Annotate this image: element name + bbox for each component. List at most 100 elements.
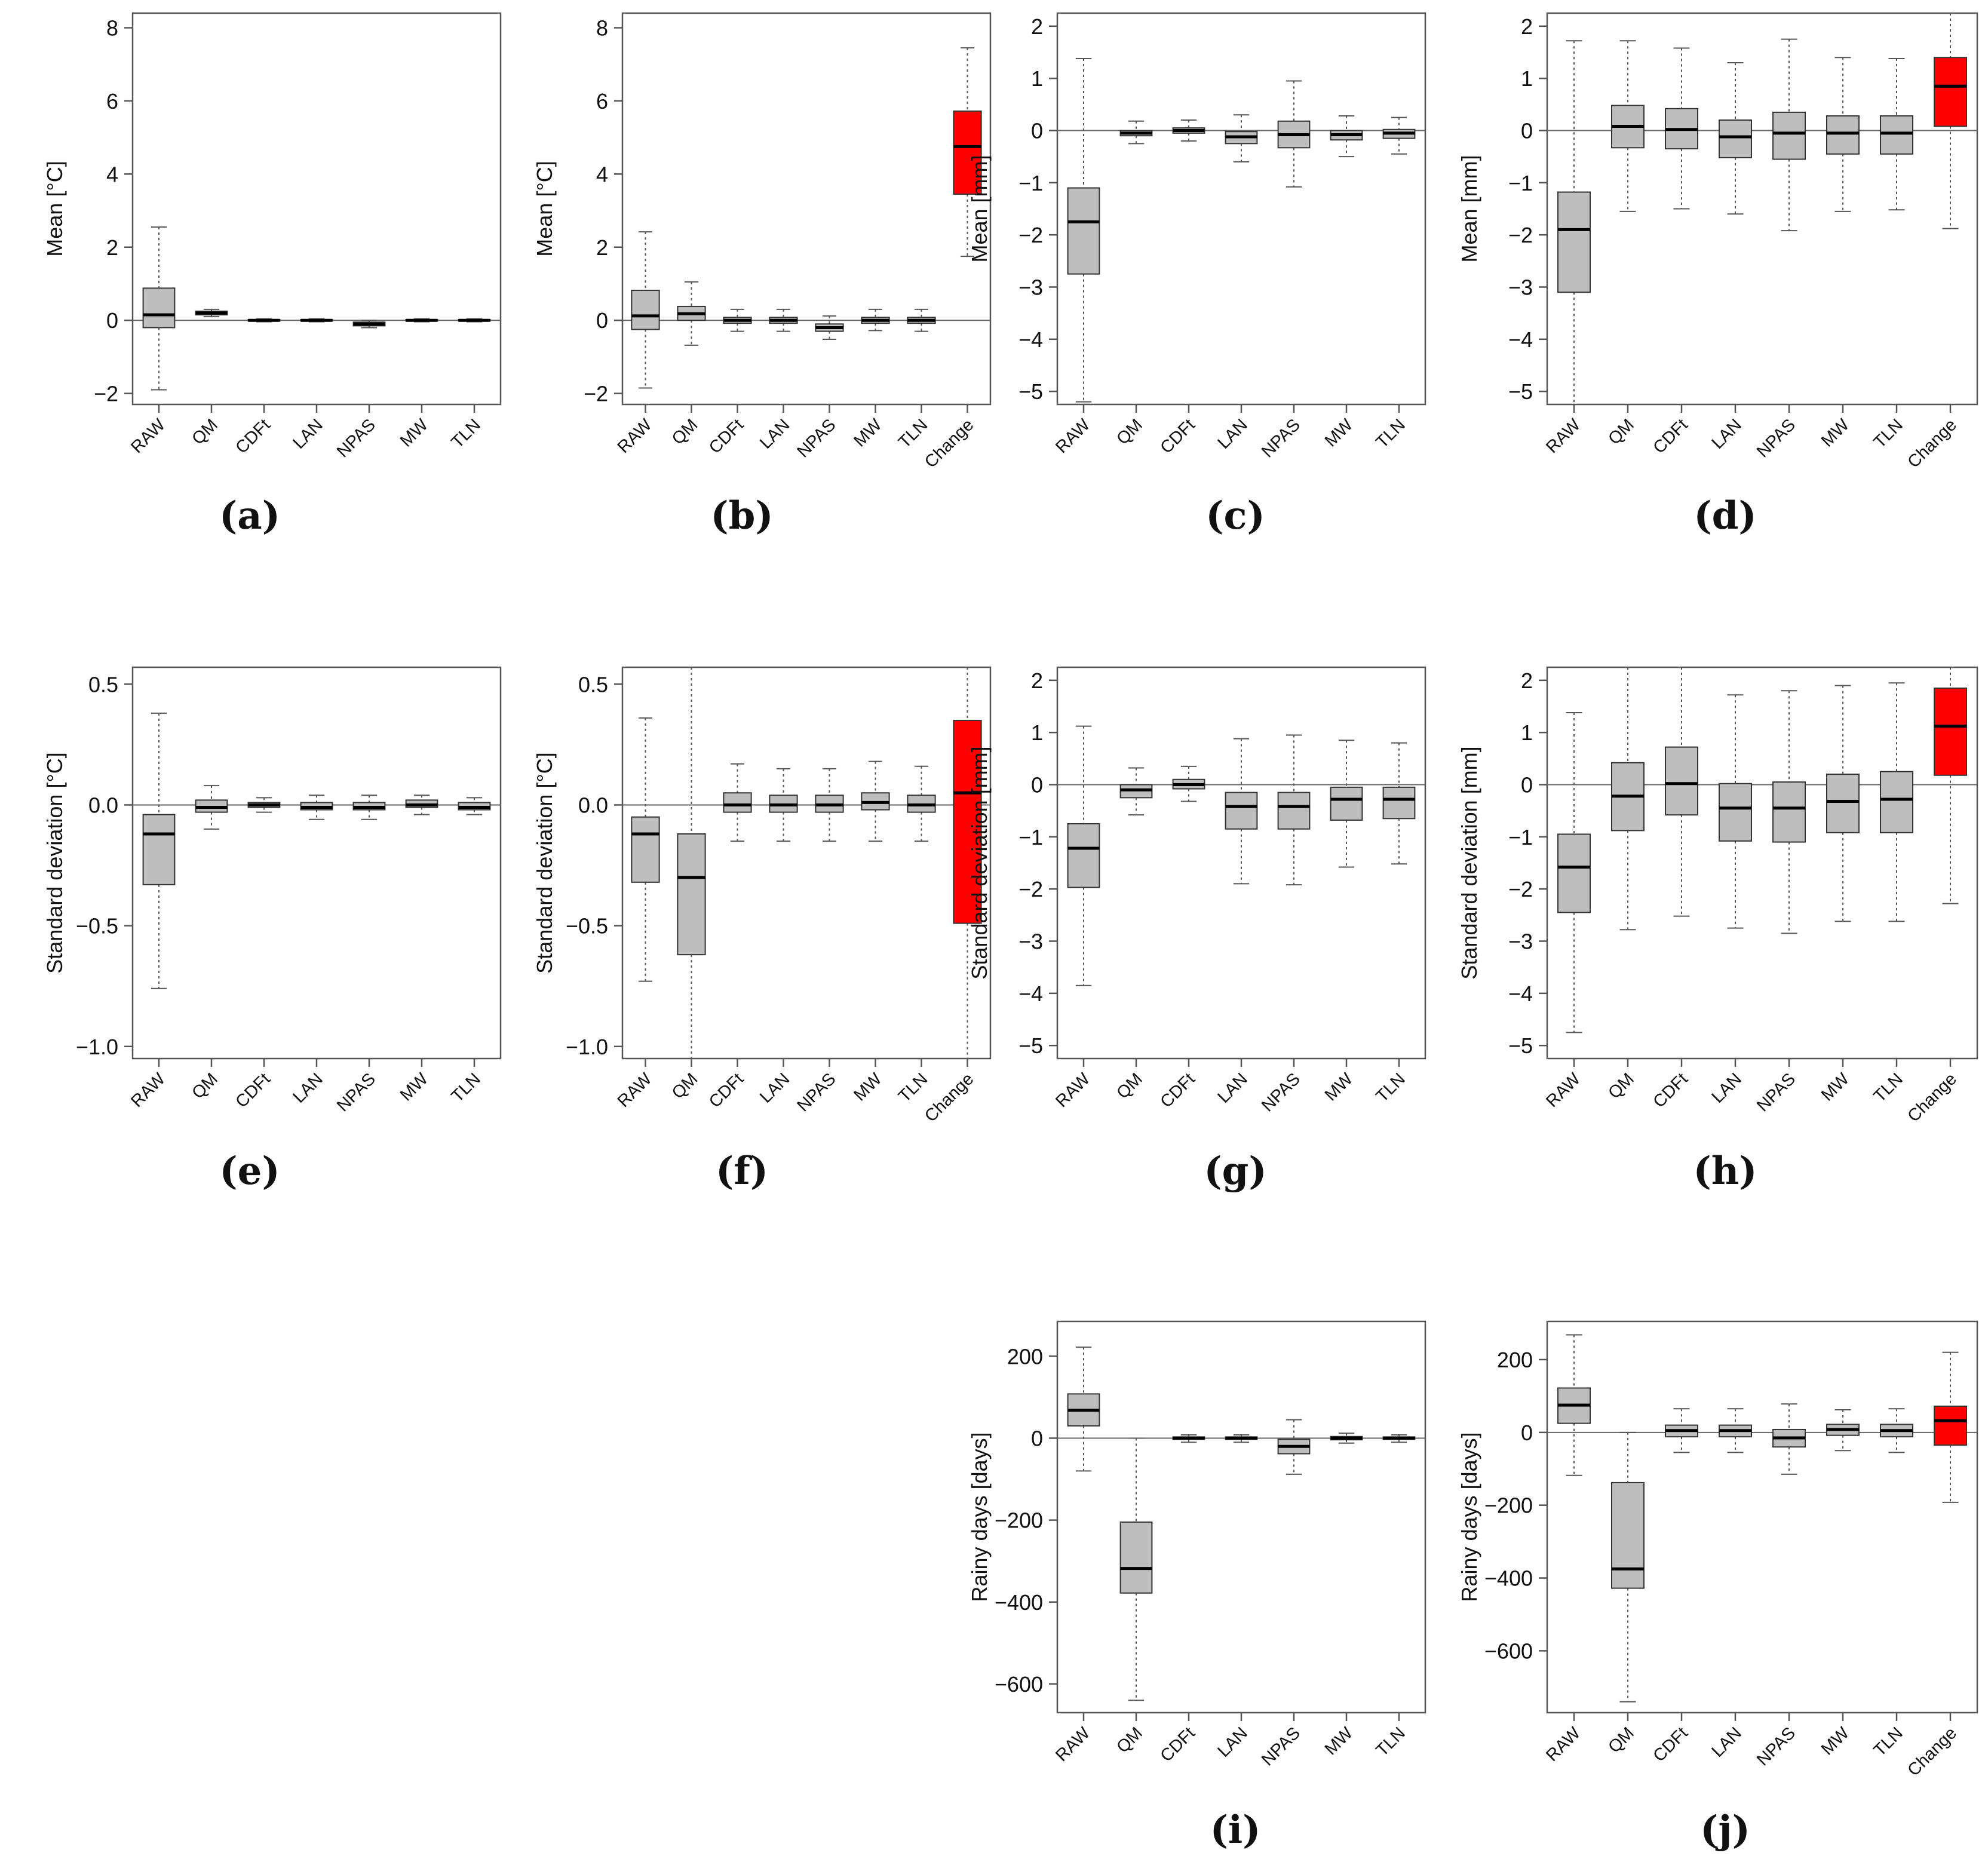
box-tln xyxy=(1382,742,1416,865)
y-tick-label: −5 xyxy=(1018,1033,1043,1058)
box-qm xyxy=(1119,767,1153,816)
y-tick-label: −1 xyxy=(1018,825,1043,849)
box-cdft xyxy=(1172,765,1205,802)
box-raw xyxy=(631,717,660,982)
panel-label: (f) xyxy=(716,1149,768,1194)
box-npas xyxy=(1772,38,1806,232)
x-category-label: RAW xyxy=(1542,1723,1584,1765)
panel-label: (g) xyxy=(1204,1149,1266,1194)
box-body xyxy=(1880,115,1913,155)
box-body xyxy=(1719,783,1752,842)
box-body xyxy=(1719,119,1752,158)
plot-frame xyxy=(1056,1320,1426,1714)
x-category-label: CDFt xyxy=(1649,415,1691,457)
x-category-label: MW xyxy=(1321,1069,1357,1105)
box-cdft xyxy=(723,308,752,332)
x-category-label: NPAS xyxy=(333,1069,379,1115)
box-lan xyxy=(300,795,333,820)
y-tick-label: 2 xyxy=(1031,668,1043,693)
y-tick-label: 2 xyxy=(106,235,118,260)
box-change xyxy=(953,47,982,257)
box-raw xyxy=(631,231,660,389)
y-tick-label: −4 xyxy=(1018,981,1043,1006)
y-tick-label: −1 xyxy=(1508,825,1533,849)
x-category-label: Change xyxy=(1904,1723,1960,1780)
y-tick-label: −4 xyxy=(1508,327,1533,352)
box-raw xyxy=(1067,57,1100,403)
panel-label: (h) xyxy=(1693,1149,1757,1194)
y-axis-label: Rainy days [days] xyxy=(967,1432,992,1602)
y-tick-label: −1.0 xyxy=(566,1035,608,1059)
box-lan xyxy=(1225,738,1258,885)
y-tick-label: −3 xyxy=(1018,930,1043,954)
y-tick-label: −1 xyxy=(1508,171,1533,195)
x-category-label: NPAS xyxy=(1753,415,1799,461)
x-category-label: MW xyxy=(1818,415,1854,451)
box-mw xyxy=(1826,57,1860,212)
box-body xyxy=(1277,792,1311,830)
plot-frame xyxy=(1546,12,1978,406)
box-body xyxy=(1557,833,1591,913)
y-tick-label: 2 xyxy=(1031,14,1043,39)
box-body xyxy=(1067,187,1100,275)
x-category-label: CDFt xyxy=(1649,1069,1691,1111)
y-axis-label: Standard deviation [mm] xyxy=(967,746,992,979)
box-body xyxy=(142,287,176,329)
x-category-label: RAW xyxy=(1052,1723,1094,1765)
y-tick-label: 0.0 xyxy=(88,793,118,817)
box-npas xyxy=(815,768,844,842)
x-category-label: LAN xyxy=(756,415,794,453)
x-category-label: TLN xyxy=(1373,1723,1409,1760)
y-tick-label: 0 xyxy=(1031,1426,1043,1450)
x-category-label: RAW xyxy=(127,415,169,457)
panel-e: −1.0 −0.5 0.0 0.5 Standard deviation [°C] RAW… xyxy=(42,666,502,1194)
box-lan xyxy=(1225,114,1258,162)
y-tick-label: −3 xyxy=(1508,930,1533,954)
box-mw xyxy=(405,795,438,815)
x-category-label: TLN xyxy=(1870,1069,1907,1106)
box-tln xyxy=(1382,1434,1416,1443)
panel-c: −5 −4 −3 −2 −1 0 1 2 Mean [mm] RAW QM CDFt LAN NPAS MW… xyxy=(967,12,1426,538)
y-tick-label: 0 xyxy=(596,308,608,333)
box-body xyxy=(1826,774,1860,833)
y-tick-label: −0.5 xyxy=(76,914,118,938)
x-category-label: CDFt xyxy=(1156,1069,1198,1111)
box-npas xyxy=(352,320,386,329)
y-tick-label: −3 xyxy=(1508,275,1533,300)
x-category-label: CDFt xyxy=(705,1069,747,1111)
box-lan xyxy=(1719,62,1752,215)
plot-frame xyxy=(131,666,502,1060)
box-qm xyxy=(195,785,228,830)
box-change xyxy=(1934,13,1967,229)
x-category-label: LAN xyxy=(1708,1069,1745,1107)
box-body xyxy=(1382,786,1416,820)
box-change xyxy=(1934,1351,1967,1503)
y-axis-label: Mean [°C] xyxy=(532,161,557,256)
box-body xyxy=(723,792,752,813)
x-category-label: TLN xyxy=(1870,415,1907,452)
panel-label: (j) xyxy=(1700,1808,1750,1852)
box-body xyxy=(1330,786,1363,821)
box-body xyxy=(953,719,982,924)
box-body xyxy=(1826,115,1860,155)
box-cdft xyxy=(1665,47,1698,210)
y-tick-label: −5 xyxy=(1508,1033,1533,1058)
y-tick-label: 1 xyxy=(1031,66,1043,91)
y-tick-label: 8 xyxy=(106,16,118,40)
box-qm xyxy=(1119,120,1153,145)
x-category-label: QM xyxy=(668,415,702,449)
box-tln xyxy=(458,318,491,323)
box-raw xyxy=(142,712,176,989)
box-tln xyxy=(458,797,491,815)
y-tick-label: −2 xyxy=(94,382,118,406)
x-category-label: LAN xyxy=(1708,1723,1745,1761)
x-category-label: QM xyxy=(1604,1069,1638,1103)
box-body xyxy=(1665,746,1698,816)
y-tick-label: −2 xyxy=(584,382,608,406)
x-category-label: QM xyxy=(1113,1723,1146,1757)
y-tick-label: 0 xyxy=(1031,773,1043,797)
panel-g: −5 −4 −3 −2 −1 0 1 2 Standard deviation [mm] RAW Q… xyxy=(967,666,1426,1194)
x-category-label: NPAS xyxy=(1258,415,1304,461)
x-category-label: TLN xyxy=(895,1069,931,1106)
box-raw xyxy=(1557,1334,1591,1476)
